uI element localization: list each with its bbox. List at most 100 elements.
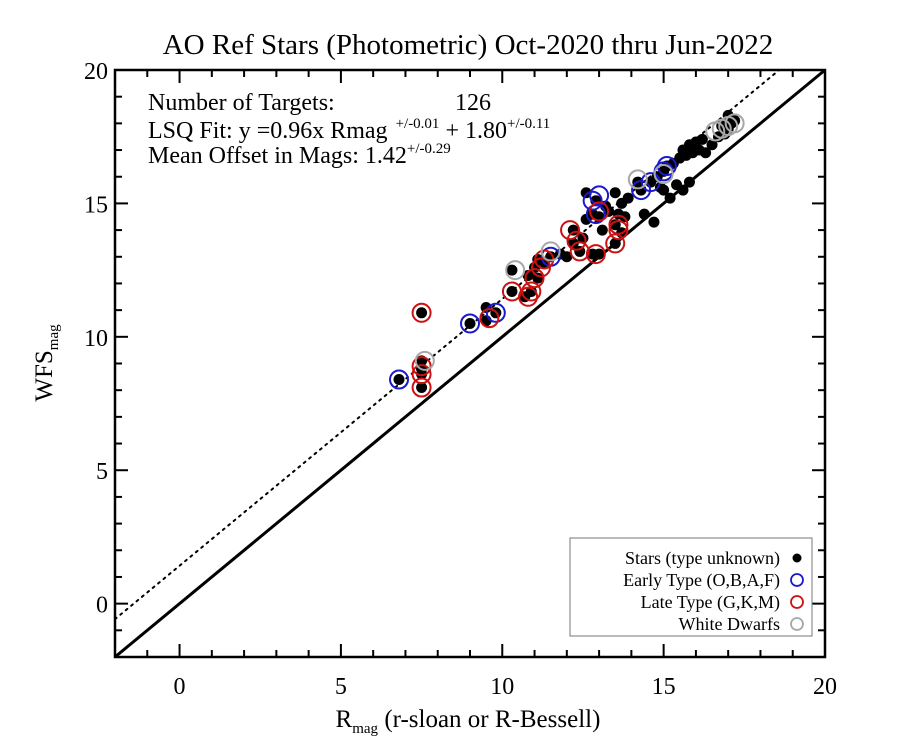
x-axis-label: Rmag (r-sloan or R-Bessell) <box>336 706 601 737</box>
point-ring <box>627 169 648 190</box>
legend-label: White Dwarfs <box>679 614 780 634</box>
lsq-fit-text: LSQ Fit: y =0.96x Rmag +/-0.01 + 1.80+/-0… <box>148 116 550 144</box>
point-ring <box>608 220 629 241</box>
point-star-unknown <box>506 285 518 297</box>
point-ring <box>582 190 603 211</box>
legend-label: Late Type (G,K,M) <box>641 592 780 613</box>
point-ring <box>411 377 432 398</box>
point-star-unknown <box>393 374 405 386</box>
point-ring <box>605 233 626 254</box>
point-star-unknown <box>658 184 670 196</box>
point-ring <box>389 369 409 390</box>
point-star-unknown <box>596 224 608 236</box>
point-star-unknown <box>593 248 605 260</box>
point-star-unknown <box>700 147 712 159</box>
offset-prefix: Mean Offset in Mags: 1.42 <box>148 143 407 169</box>
point-ring <box>411 302 432 323</box>
point-ring <box>653 164 674 185</box>
series-late-type-g-k-m- <box>411 201 629 398</box>
point-ring <box>485 302 506 323</box>
series-early-type-o-b-a-f- <box>389 156 677 390</box>
fit-slope-error: +/-0.01 <box>396 116 440 132</box>
legend-label: Early Type (O,B,A,F) <box>623 570 780 591</box>
offset-error: +/-0.29 <box>407 141 451 157</box>
mean-offset-text: Mean Offset in Mags: 1.42+/-0.29 <box>148 141 451 169</box>
point-ring <box>505 260 526 281</box>
point-star-unknown <box>464 317 476 329</box>
axis-ticks <box>114 69 826 658</box>
legend-entries: Stars (type unknown)Early Type (O,B,A,F)… <box>623 548 804 634</box>
fit-intercept-error: +/-0.11 <box>507 116 550 132</box>
point-star-unknown <box>683 176 695 188</box>
point-star-unknown <box>696 133 708 145</box>
legend-box <box>569 537 813 637</box>
y-axis-label-main: WFS <box>31 350 58 401</box>
point-star-unknown <box>609 187 621 199</box>
point-star-unknown <box>416 382 428 394</box>
line-one-to-one <box>114 68 826 659</box>
series-white-dwarfs <box>414 113 745 371</box>
point-star-unknown <box>638 208 650 220</box>
x-tick-label: 5 <box>335 674 347 700</box>
y-tick-label: 15 <box>84 192 108 218</box>
x-tick-label: 20 <box>813 674 837 700</box>
y-tick-label: 5 <box>96 459 108 485</box>
legend-marker <box>790 573 804 587</box>
legend-label: Stars (type unknown) <box>625 548 780 569</box>
point-ring <box>414 350 435 371</box>
tick-labels: 0 0 5 5 10 10 15 15 20 20 <box>84 59 837 700</box>
point-star-unknown <box>664 192 676 204</box>
point-ring <box>521 281 542 302</box>
y-tick-label: 10 <box>84 326 108 352</box>
point-star-unknown <box>706 139 718 151</box>
x-axis-label-main: R <box>336 706 353 733</box>
point-ring <box>569 241 590 262</box>
x-tick-label: 15 <box>652 674 676 700</box>
y-axis-label-sub: mag <box>46 324 62 350</box>
point-ring <box>566 230 587 251</box>
point-ring <box>411 356 432 377</box>
point-ring <box>540 241 561 262</box>
point-star-unknown <box>677 184 689 196</box>
point-star-unknown <box>416 307 428 319</box>
point-star-unknown <box>580 187 592 199</box>
point-ring <box>460 313 480 334</box>
point-ring <box>479 308 500 329</box>
targets-label: Number of Targets: <box>148 90 335 116</box>
legend-marker <box>790 617 804 631</box>
fit-intercept: + 1.80 <box>439 118 507 144</box>
x-axis-label-sub: mag <box>352 721 378 737</box>
stats-annotation: Number of Targets: 126 LSQ Fit: y =0.96x… <box>148 90 550 169</box>
legend: Stars (type unknown)Early Type (O,B,A,F)… <box>569 537 813 637</box>
x-tick-label: 10 <box>490 674 514 700</box>
point-ring <box>589 185 610 206</box>
point-star-unknown <box>622 192 634 204</box>
y-tick-label: 0 <box>96 593 108 619</box>
point-star-unknown <box>609 237 621 249</box>
point-ring <box>411 364 432 385</box>
y-axis-label: WFSmag <box>31 324 62 402</box>
point-ring <box>585 244 606 265</box>
reference-lines <box>114 68 826 659</box>
legend-marker <box>790 595 804 609</box>
data-points <box>389 109 745 398</box>
legend-marker <box>792 553 802 563</box>
point-star-unknown <box>561 251 573 263</box>
point-ring <box>524 268 545 289</box>
point-ring <box>589 201 610 222</box>
targets-value: 126 <box>455 90 491 116</box>
point-star-unknown <box>619 211 631 223</box>
point-ring <box>585 204 606 225</box>
fit-prefix: LSQ Fit: y =0.96x Rmag <box>148 118 388 144</box>
point-star-unknown <box>648 216 660 228</box>
chart-title: AO Ref Stars (Photometric) Oct-2020 thru… <box>163 29 774 61</box>
x-tick-label: 0 <box>174 674 186 700</box>
x-axis-label-rest: (r-sloan or R-Bessell) <box>378 706 600 733</box>
point-ring <box>724 113 745 134</box>
point-ring <box>560 220 581 241</box>
point-ring <box>608 214 629 235</box>
point-ring <box>518 286 539 307</box>
y-tick-label: 20 <box>84 59 108 85</box>
point-star-unknown <box>506 264 518 276</box>
